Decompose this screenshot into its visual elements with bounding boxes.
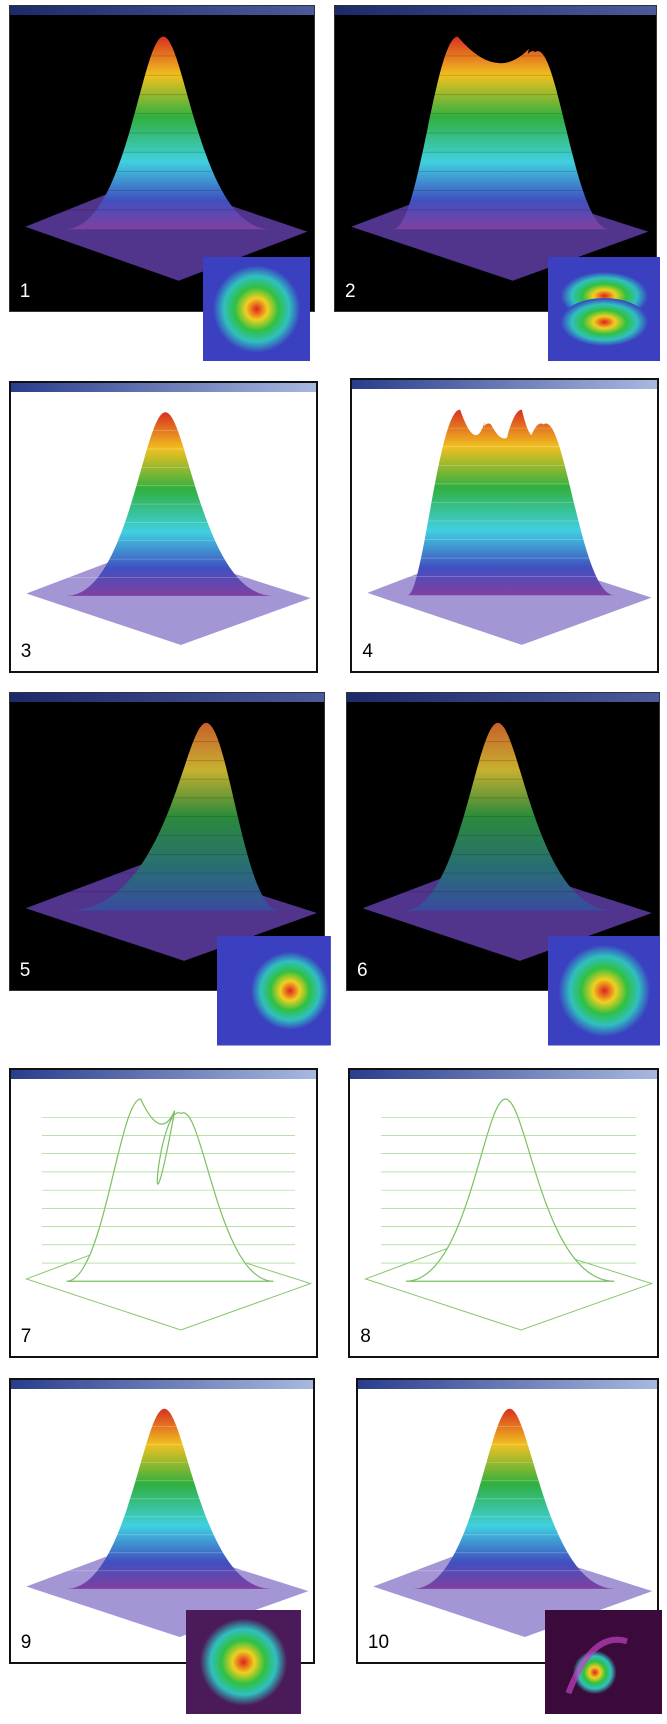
plot-window: 3 [8, 381, 318, 674]
plot-window: 7 [8, 1067, 318, 1358]
panel-number: 6 [357, 959, 368, 981]
panel-number: 5 [19, 959, 31, 981]
plot-window: 8 [348, 1067, 660, 1358]
surface-plot [362, 722, 652, 961]
surface-plot [25, 722, 317, 961]
spot [560, 298, 648, 347]
spot [557, 944, 650, 1037]
surface-plot [364, 1098, 654, 1331]
surface [407, 409, 615, 595]
title-bar [357, 1379, 658, 1389]
beam-profile-inset [547, 936, 661, 1046]
panel-number: 7 [20, 1325, 32, 1347]
title-bar [10, 383, 316, 393]
spot [212, 265, 300, 354]
surface [66, 722, 279, 911]
title-bar [352, 379, 658, 389]
surface [64, 37, 271, 230]
surface-plot [351, 37, 649, 282]
halo [565, 1636, 629, 1694]
surface [393, 37, 610, 230]
panel-number: 10 [367, 1632, 390, 1654]
surface [403, 722, 615, 911]
spot [199, 1617, 288, 1706]
surface [65, 1408, 272, 1589]
beam-profile-inset [202, 257, 310, 362]
title-bar [10, 1069, 316, 1079]
panel-number: 2 [344, 281, 356, 303]
panel-number: 3 [20, 641, 32, 663]
title-bar [334, 6, 656, 16]
title-bar [9, 693, 325, 703]
beam-profile-inset [547, 257, 661, 362]
panel-number: 9 [20, 1632, 32, 1654]
surface-plot [367, 409, 652, 645]
plot-window: 4 [350, 377, 660, 674]
surface-plot [24, 1098, 312, 1331]
panel-number: 1 [19, 281, 31, 303]
beam-profile-inset [545, 1609, 663, 1714]
surface [66, 412, 274, 596]
surface-plot [26, 412, 311, 646]
title-bar [9, 6, 315, 16]
beam-profile-inset [186, 1609, 302, 1714]
title-bar [350, 1069, 658, 1079]
panel-number: 4 [362, 641, 373, 663]
title-bar [347, 693, 660, 703]
spot [250, 951, 329, 1031]
beam-profile-inset [216, 936, 331, 1046]
plot-window: 1 [8, 5, 316, 313]
panel-number: 8 [360, 1325, 371, 1347]
surface-plot [25, 37, 308, 282]
surface [412, 1408, 616, 1589]
title-bar [10, 1379, 314, 1389]
